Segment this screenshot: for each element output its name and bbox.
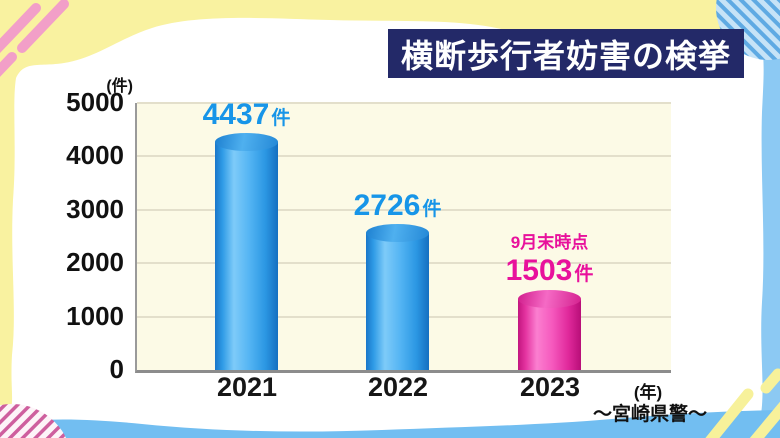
bar-cylinder-top [366, 224, 429, 243]
blue-bottom-band [0, 410, 780, 438]
bar-value-2023-number: 1503 件 [505, 254, 594, 288]
chart-title: 横断歩行者妨害の検挙 [400, 37, 731, 74]
x-label-2022: 2022 [367, 372, 429, 402]
bar-cylinder-body [215, 142, 278, 370]
bar-cylinder-body [366, 233, 429, 370]
x-label-2023: 2023 [519, 372, 581, 402]
chart-title-banner: 横断歩行者妨害の検挙 [388, 29, 744, 78]
bar-2023: 9月末時点 1503 件 [506, 234, 593, 370]
bar-2021: 4437 件 [203, 98, 290, 370]
x-axis-unit: (年) [633, 383, 663, 402]
bar-cylinder-top [518, 289, 581, 308]
source-credit: ～宮崎県警～ [592, 404, 707, 425]
yellow-stripes-decoration [705, 368, 780, 438]
y-axis-unit: (件) [106, 78, 133, 95]
gridline-5000 [137, 102, 671, 104]
chart-plot: 4437 件 2726 件 9月末時点 1503 件 [135, 98, 671, 373]
bar-cylinder-top [215, 133, 278, 152]
striped-circle-bottom-left [0, 404, 67, 438]
x-label-2021: 2021 [216, 372, 278, 402]
gridline-4000 [137, 155, 671, 158]
y-tick-2000: 2000 [66, 247, 124, 278]
bar-value-2023: 9月末時点 1503 件 [506, 234, 594, 286]
bar-2022: 2726 件 [354, 190, 441, 370]
gridline-3000 [137, 208, 671, 211]
y-axis-ticks: 0 1000 2000 3000 4000 5000 [52, 87, 128, 384]
y-tick-3000: 3000 [66, 193, 124, 224]
bar-cylinder-body [518, 298, 581, 370]
bar-value-2022: 2726 件 [353, 188, 442, 222]
y-tick-5000: 5000 [66, 87, 124, 117]
y-tick-1000: 1000 [66, 300, 124, 331]
y-tick-0: 0 [109, 354, 124, 384]
pink-stripes-decoration [0, 0, 69, 77]
annotation-label: 9月末時点 [510, 233, 589, 253]
bar-value-2021: 4437 件 [202, 97, 291, 131]
y-tick-4000: 4000 [66, 140, 124, 171]
lightblue-right-band [741, 0, 780, 438]
